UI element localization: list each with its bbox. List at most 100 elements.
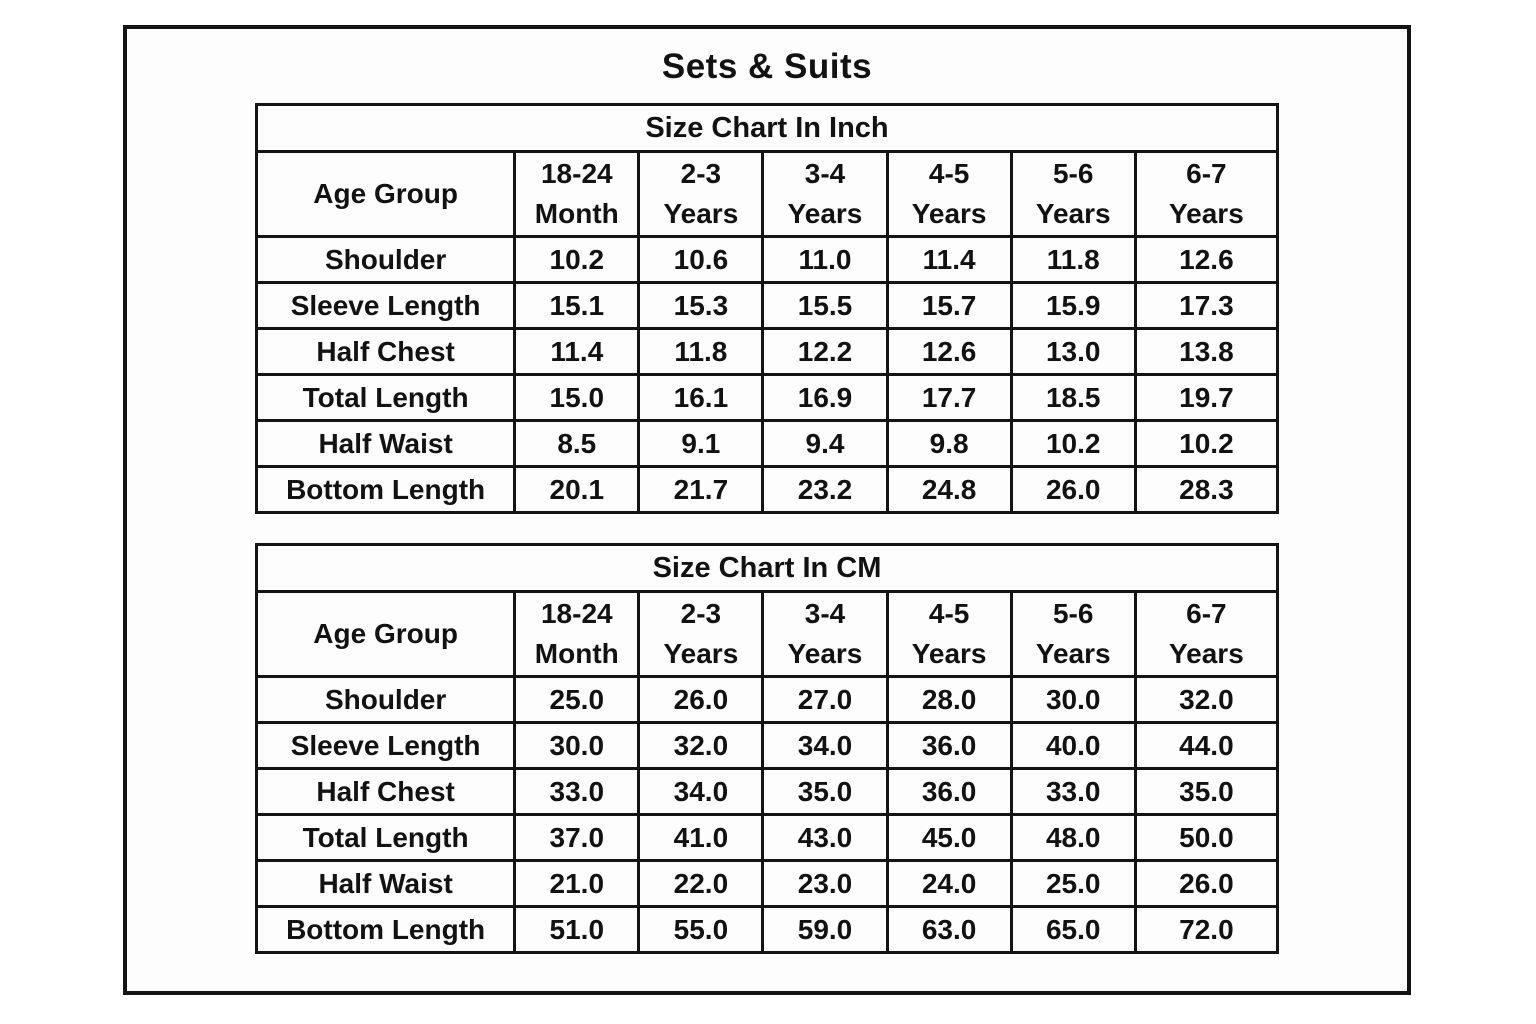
row-label: Sleeve Length [254, 721, 517, 770]
cell-value: 36.0 [885, 721, 1013, 770]
page-title: Sets & Suits [661, 47, 873, 86]
cell-value: 17.7 [885, 373, 1013, 422]
cell-value: 34.0 [761, 721, 889, 770]
cell-value: 41.0 [637, 813, 765, 862]
table-row: Half Chest 33.0 34.0 35.0 36.0 33.0 35.0 [254, 767, 1280, 816]
cell-value: 10.2 [1133, 419, 1280, 468]
cell-value: 16.1 [637, 373, 765, 422]
cell-value: 11.8 [637, 327, 765, 376]
cell-value: 28.0 [885, 675, 1013, 724]
table-row: Half Waist 21.0 22.0 23.0 24.0 25.0 26.0 [254, 859, 1280, 908]
cell-value: 21.7 [637, 465, 765, 514]
cell-value: 15.0 [513, 373, 641, 422]
table-gap [127, 514, 1407, 543]
column-header: 18-24 Month [513, 150, 641, 238]
cell-value: 26.0 [637, 675, 765, 724]
size-chart-card: Sets & Suits Size Chart In Inch Age Group… [123, 25, 1411, 995]
cell-value: 24.0 [885, 859, 1013, 908]
cell-value: 10.2 [1009, 419, 1137, 468]
cell-value: 34.0 [637, 767, 765, 816]
table-title-row: Size Chart In CM [255, 543, 1279, 593]
table-row: Half Chest 11.4 11.8 12.2 12.6 13.0 13.8 [254, 327, 1280, 376]
column-header: 3-4 Years [761, 590, 889, 678]
size-table-cm: Size Chart In CM Age Group 18-24 Month 2-3 … [254, 543, 1280, 954]
cell-value: 26.0 [1009, 465, 1137, 514]
cell-value: 17.3 [1133, 281, 1280, 330]
column-header: 2-3 Years [637, 150, 765, 238]
table-row: Sleeve Length 30.0 32.0 34.0 36.0 40.0 44.0 [254, 721, 1280, 770]
cell-value: 21.0 [513, 859, 641, 908]
cell-value: 23.0 [761, 859, 889, 908]
cell-value: 35.0 [1133, 767, 1280, 816]
cell-value: 28.3 [1133, 465, 1280, 514]
cell-value: 9.1 [637, 419, 765, 468]
cell-value: 50.0 [1133, 813, 1280, 862]
cell-value: 10.2 [513, 235, 641, 284]
column-header: 5-6 Years [1009, 150, 1137, 238]
cell-value: 22.0 [637, 859, 765, 908]
cell-value: 55.0 [637, 905, 765, 954]
cell-value: 25.0 [1009, 859, 1137, 908]
column-header-row: Age Group 18-24 Month 2-3 Years 3-4 Years 4-… [254, 150, 1280, 238]
cell-value: 51.0 [513, 905, 641, 954]
table-row: Shoulder 10.2 10.6 11.0 11.4 11.8 12.6 [254, 235, 1280, 284]
corner-label-age-group: Age Group [254, 150, 517, 238]
cell-value: 23.2 [761, 465, 889, 514]
table-row: Shoulder 25.0 26.0 27.0 28.0 30.0 32.0 [254, 675, 1280, 724]
cell-value: 30.0 [1009, 675, 1137, 724]
row-label: Shoulder [254, 675, 517, 724]
cell-value: 11.0 [761, 235, 889, 284]
cell-value: 27.0 [761, 675, 889, 724]
cell-value: 59.0 [761, 905, 889, 954]
cell-value: 37.0 [513, 813, 641, 862]
column-header: 3-4 Years [761, 150, 889, 238]
cell-value: 25.0 [513, 675, 641, 724]
row-label: Shoulder [254, 235, 517, 284]
table-row: Bottom Length 51.0 55.0 59.0 63.0 65.0 72.0 [254, 905, 1280, 954]
cell-value: 19.7 [1133, 373, 1280, 422]
row-label: Half Waist [254, 419, 517, 468]
cell-value: 12.6 [885, 327, 1013, 376]
column-header: 4-5 Years [885, 590, 1013, 678]
cell-value: 11.8 [1009, 235, 1137, 284]
column-header: 2-3 Years [637, 590, 765, 678]
corner-label-age-group: Age Group [254, 590, 517, 678]
row-label: Total Length [254, 813, 517, 862]
row-label: Half Waist [254, 859, 517, 908]
cell-value: 40.0 [1009, 721, 1137, 770]
cell-value: 13.0 [1009, 327, 1137, 376]
column-header: 5-6 Years [1009, 590, 1137, 678]
table-row: Total Length 37.0 41.0 43.0 45.0 48.0 50.0 [254, 813, 1280, 862]
column-header: 6-7 Years [1133, 150, 1280, 238]
cell-value: 11.4 [513, 327, 641, 376]
cell-value: 30.0 [513, 721, 641, 770]
cell-value: 18.5 [1009, 373, 1137, 422]
cell-value: 33.0 [1009, 767, 1137, 816]
column-header: 4-5 Years [885, 150, 1013, 238]
cell-value: 12.2 [761, 327, 889, 376]
table-row: Total Length 15.0 16.1 16.9 17.7 18.5 19.7 [254, 373, 1280, 422]
cell-value: 33.0 [513, 767, 641, 816]
cell-value: 12.6 [1133, 235, 1280, 284]
cell-value: 15.1 [513, 281, 641, 330]
cell-value: 13.8 [1133, 327, 1280, 376]
cell-value: 35.0 [761, 767, 889, 816]
table-title: Size Chart In CM [255, 543, 1279, 593]
cell-value: 32.0 [1133, 675, 1280, 724]
cell-value: 36.0 [885, 767, 1013, 816]
cell-value: 43.0 [761, 813, 889, 862]
row-label: Bottom Length [254, 905, 517, 954]
cell-value: 10.6 [637, 235, 765, 284]
cell-value: 15.5 [761, 281, 889, 330]
row-label: Sleeve Length [254, 281, 517, 330]
table-title: Size Chart In Inch [255, 103, 1279, 153]
cell-value: 45.0 [885, 813, 1013, 862]
column-header-row: Age Group 18-24 Month 2-3 Years 3-4 Years 4-… [254, 590, 1280, 678]
row-label: Bottom Length [254, 465, 517, 514]
cell-value: 15.7 [885, 281, 1013, 330]
cell-value: 48.0 [1009, 813, 1137, 862]
table-title-row: Size Chart In Inch [255, 103, 1279, 153]
cell-value: 72.0 [1133, 905, 1280, 954]
cell-value: 16.9 [761, 373, 889, 422]
cell-value: 15.3 [637, 281, 765, 330]
